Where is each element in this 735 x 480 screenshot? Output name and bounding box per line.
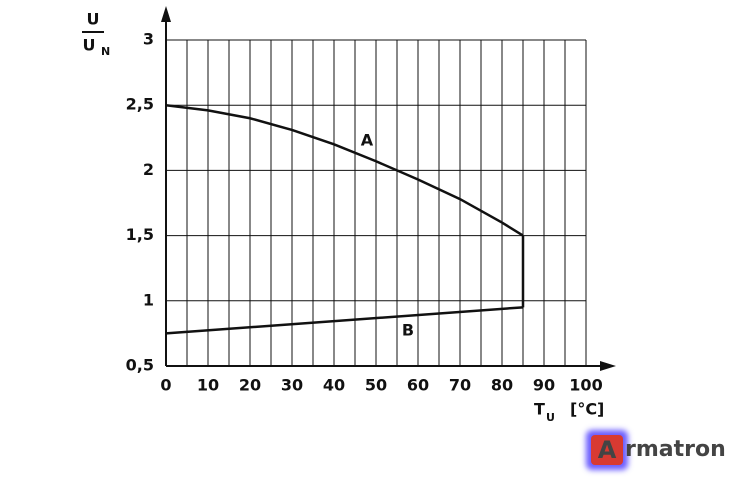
x-tick-label: 40: [323, 376, 345, 395]
logo-letter: A: [598, 436, 617, 464]
x-tick-label: 50: [365, 376, 387, 395]
x-unit: [°C]: [570, 400, 604, 419]
y-tick-label: 0,5: [126, 356, 154, 375]
y-tick-label: 1: [143, 290, 154, 309]
logo-box: [591, 435, 623, 465]
x-tick-label: 60: [407, 376, 429, 395]
line-series: [165, 103, 524, 237]
x-label: T: [534, 400, 545, 419]
x-tick-label: 100: [569, 376, 602, 395]
line-series: [165, 306, 524, 335]
y-tick-label: 2,5: [126, 95, 154, 114]
y-tick-label: 3: [143, 30, 154, 49]
series-label: A: [361, 131, 374, 150]
y-tick-label: 1,5: [126, 225, 154, 244]
y-tick-label: 2: [143, 160, 154, 179]
x-label-subscript: U: [546, 411, 555, 424]
y-label-subscript: N: [101, 45, 110, 58]
x-tick-label: 90: [533, 376, 555, 395]
y-label-numerator: U: [87, 10, 100, 29]
x-tick-label: 20: [239, 376, 261, 395]
series-label: B: [402, 321, 414, 340]
x-tick-label: 30: [281, 376, 303, 395]
y-axis-arrow: [161, 6, 171, 22]
y-label-denominator: U: [83, 36, 96, 55]
x-axis-arrow: [600, 361, 616, 371]
x-tick-label: 80: [491, 376, 513, 395]
x-tick-label: 70: [449, 376, 471, 395]
logo-text: rmatron: [625, 437, 726, 462]
x-tick-label: 0: [160, 376, 171, 395]
x-tick-label: 10: [197, 376, 219, 395]
